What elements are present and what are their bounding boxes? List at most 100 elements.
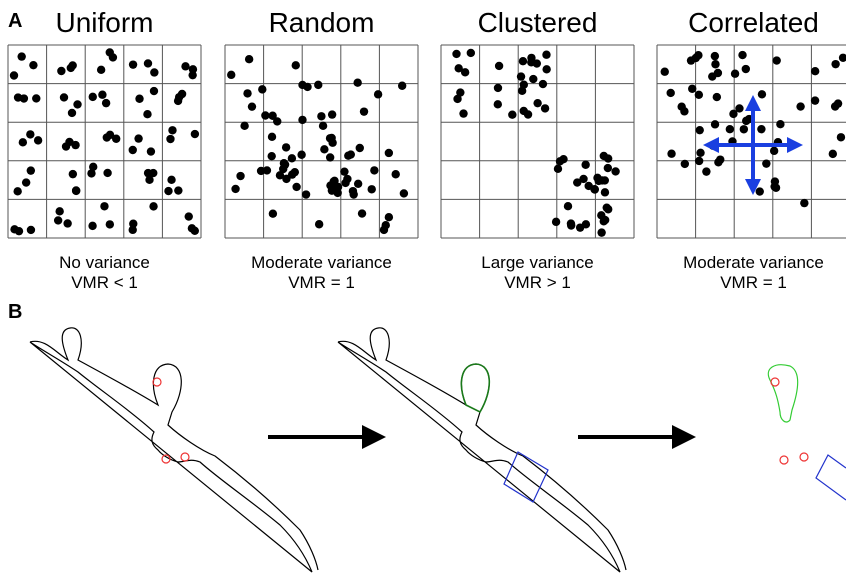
- dot: [29, 61, 37, 69]
- dot: [291, 168, 299, 176]
- dot: [129, 219, 137, 227]
- dot: [268, 133, 276, 141]
- dot: [328, 110, 336, 118]
- cell-outline: [338, 328, 626, 572]
- dot: [494, 84, 502, 92]
- dot: [55, 207, 63, 215]
- dot: [461, 68, 469, 76]
- dot: [667, 89, 675, 97]
- dot: [268, 112, 276, 120]
- dot: [67, 64, 75, 72]
- dot: [702, 167, 710, 175]
- dot: [26, 130, 34, 138]
- dot: [559, 155, 567, 163]
- dot: [762, 159, 770, 167]
- dot: [756, 187, 764, 195]
- dot: [358, 209, 366, 217]
- dot: [57, 67, 65, 75]
- dot: [518, 87, 526, 95]
- dot: [542, 51, 550, 59]
- dot: [298, 81, 306, 89]
- dot: [711, 120, 719, 128]
- dot: [831, 102, 839, 110]
- dot: [144, 59, 152, 67]
- dot: [603, 203, 611, 211]
- dot: [103, 169, 111, 177]
- dot: [713, 93, 721, 101]
- dot: [771, 177, 779, 185]
- dot: [554, 165, 562, 173]
- dot: [191, 130, 199, 138]
- caption: VMR = 1: [288, 273, 355, 292]
- dot: [17, 52, 25, 60]
- dot: [688, 85, 696, 93]
- caption: VMR < 1: [71, 273, 138, 292]
- dot: [166, 135, 174, 143]
- dot: [292, 183, 300, 191]
- dot: [667, 150, 675, 158]
- dot: [467, 49, 475, 57]
- panel-label: A: [8, 10, 22, 32]
- dot: [135, 95, 143, 103]
- dot: [758, 90, 766, 98]
- dot: [385, 149, 393, 157]
- dot: [385, 213, 393, 221]
- dot: [243, 89, 251, 97]
- dot: [398, 82, 406, 90]
- dot: [106, 220, 114, 228]
- dot: [567, 221, 575, 229]
- caption: VMR = 1: [720, 273, 787, 292]
- dot: [731, 70, 739, 78]
- dot: [742, 65, 750, 73]
- dot: [27, 166, 35, 174]
- dot: [302, 190, 310, 198]
- dot: [340, 167, 348, 175]
- dot: [459, 109, 467, 117]
- dot: [236, 172, 244, 180]
- dot: [837, 133, 845, 141]
- dot: [149, 169, 157, 177]
- dot: [353, 79, 361, 87]
- panel-label: B: [8, 301, 22, 323]
- dot: [19, 138, 27, 146]
- dot: [529, 75, 537, 83]
- panel-title: Random: [269, 7, 375, 38]
- dot: [611, 167, 619, 175]
- dot: [695, 157, 703, 165]
- dot: [258, 85, 266, 93]
- dot: [552, 218, 560, 226]
- cell-outline: [30, 328, 318, 572]
- dot: [281, 160, 289, 168]
- dot: [600, 217, 608, 225]
- dot: [227, 71, 235, 79]
- dot: [97, 66, 105, 74]
- dot: [770, 147, 778, 155]
- dot: [174, 97, 182, 105]
- dot: [661, 68, 669, 76]
- dot: [261, 111, 269, 119]
- dot: [601, 188, 609, 196]
- dot: [14, 93, 22, 101]
- dot: [539, 80, 547, 88]
- dot: [726, 125, 734, 133]
- dot: [604, 164, 612, 172]
- dot: [319, 122, 327, 130]
- dot: [10, 71, 18, 79]
- dot: [356, 144, 364, 152]
- dot: [150, 87, 158, 95]
- dot: [174, 186, 182, 194]
- dot: [343, 175, 351, 183]
- dot: [695, 91, 703, 99]
- panel-title: Clustered: [478, 7, 598, 38]
- caption: Moderate variance: [251, 253, 392, 272]
- dot: [327, 134, 335, 142]
- dot: [62, 142, 70, 150]
- dot: [696, 126, 704, 134]
- dot: [681, 160, 689, 168]
- dot: [494, 100, 502, 108]
- dot: [508, 111, 516, 119]
- dot: [368, 185, 376, 193]
- dot: [102, 99, 110, 107]
- dot: [800, 199, 808, 207]
- dot: [831, 60, 839, 68]
